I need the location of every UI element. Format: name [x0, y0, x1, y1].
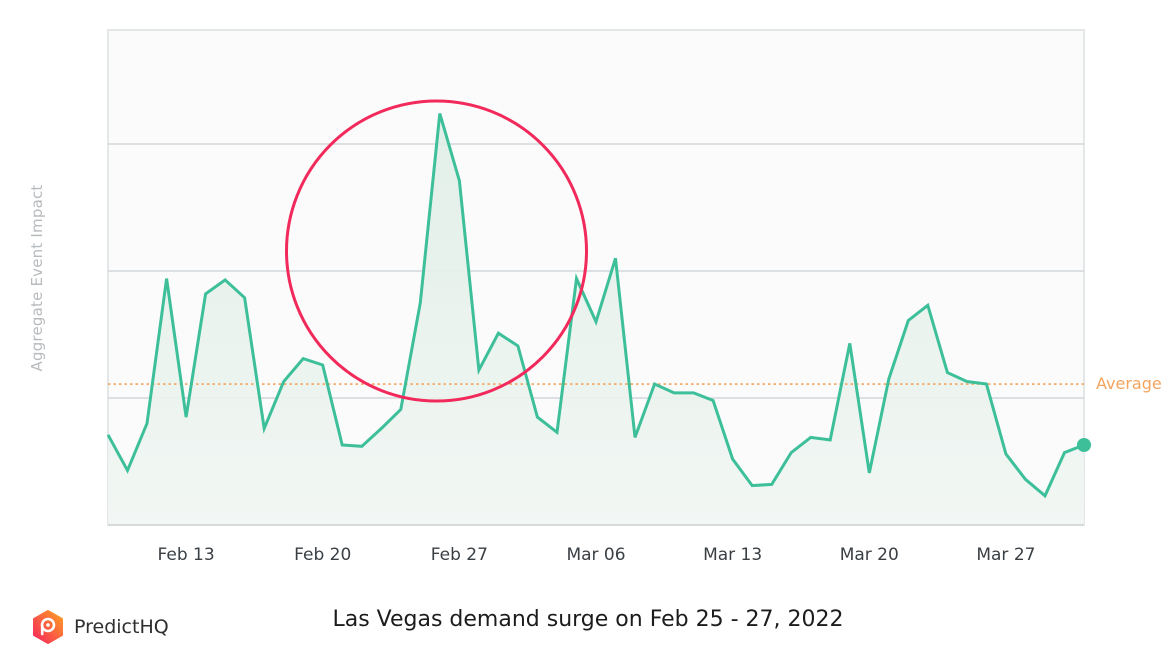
- chart-caption: Las Vegas demand surge on Feb 25 - 27, 2…: [332, 607, 844, 632]
- x-tick-label: Feb 27: [430, 545, 488, 565]
- x-tick-label: Mar 06: [566, 545, 626, 565]
- predicthq-logo-icon: [33, 610, 63, 644]
- brand-logo: PredictHQ: [31, 610, 169, 644]
- last-point-marker[interactable]: [1077, 437, 1091, 452]
- x-tick-label: Mar 27: [976, 545, 1036, 565]
- x-tick-label: Mar 13: [703, 545, 763, 565]
- highlight-circle: [285, 99, 588, 403]
- area-fill: [108, 113, 1084, 525]
- x-tick-label: Feb 13: [157, 545, 215, 565]
- x-tick-label: Feb 20: [294, 545, 352, 565]
- average-label: Average: [1096, 374, 1162, 393]
- x-tick-label: Mar 20: [839, 545, 899, 565]
- series-line: [106, 113, 1085, 499]
- brand-name: PredictHQ: [74, 616, 169, 638]
